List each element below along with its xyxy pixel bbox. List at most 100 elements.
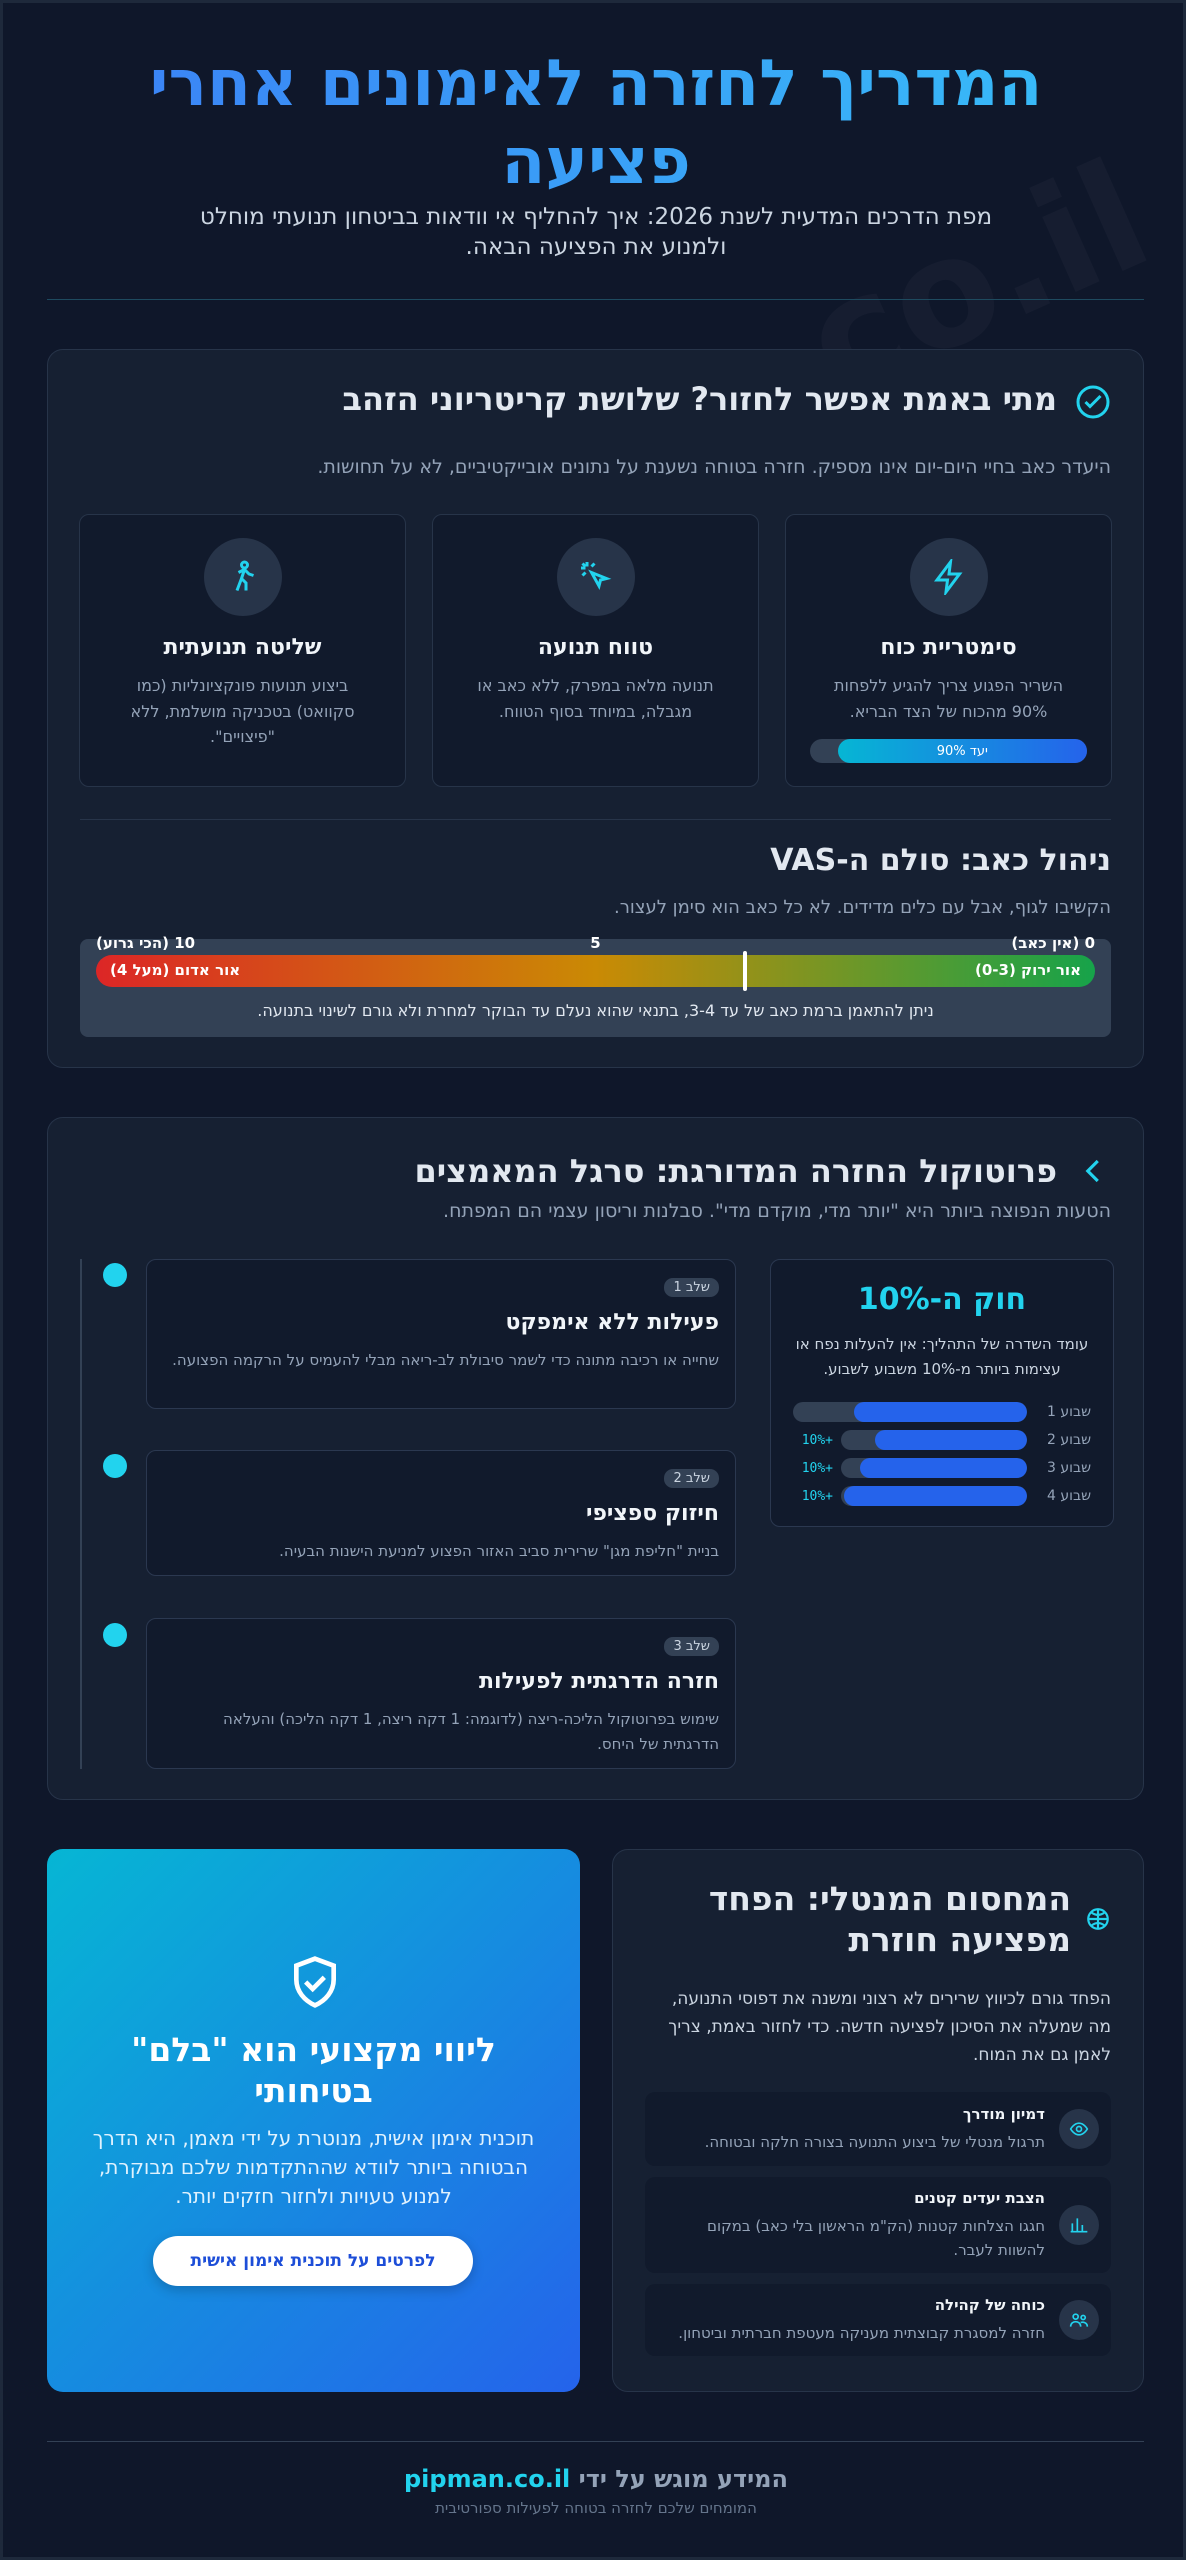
vas-tick-label: 0 (אין כאב) — [1011, 934, 1095, 952]
item-text: חזרה למסגרת קבוצתית מעניקה מעטפת חברתית … — [678, 2324, 1045, 2342]
week-bar — [843, 1486, 1027, 1506]
week-row: שבוע 1 — [793, 1400, 1091, 1424]
footer-tagline: המומחים שלכם לחזרה בטוחה לפעילות ספורטיב… — [435, 2499, 757, 2517]
vas-tick-label: 5 — [590, 934, 601, 952]
week-change: +10% — [801, 1460, 833, 1476]
step-title: חזרה הדרגתית לפעילות — [478, 1669, 719, 1694]
page-title: המדריך לחזרה לאימונים אחרי פציעה — [91, 45, 1101, 201]
step-title: חיזוק ספציפי — [585, 1501, 719, 1526]
criterion-text: תנועה מלאה במפרק, ללא כאב או מגבלה, במיו… — [477, 676, 714, 721]
brain-icon — [1087, 1908, 1109, 1930]
coaching-title: ליווי מקצועי הוא "בלם" בטיחותי — [131, 2030, 496, 2111]
vas-panel: אור ירוק (0-3) אור אדום (מעל 4) 0 (אין כ… — [80, 934, 1111, 1037]
criterion-box: שליטה תנועתית ביצוע תנועות פונקציונליות … — [79, 514, 406, 787]
week-row: שבוע 4 +10% — [793, 1484, 1091, 1508]
divider — [47, 299, 1144, 300]
step-badge: שלב 2 — [664, 1469, 719, 1488]
icon-circle — [557, 538, 635, 616]
criterion-text: ביצוע תנועות פונקציונליות (כמו סקוואט) ב… — [130, 676, 355, 747]
week-label: שבוע 1 — [1047, 1404, 1091, 1420]
week-label: שבוע 4 — [1047, 1488, 1091, 1504]
item-icon — [1059, 2205, 1099, 2245]
criterion-title: שליטה תנועתית — [163, 635, 322, 660]
rule-title: חוק ה-10% — [857, 1282, 1027, 1317]
item-icon — [1059, 2300, 1099, 2340]
check-icon — [1076, 385, 1110, 419]
week-change: +10% — [801, 1488, 833, 1504]
vas-description: הקשיבו לגוף, אבל עם כלים מדידים. לא כל כ… — [613, 897, 1111, 918]
criterion-text: השריר הפגוע צריך להגיע ללפחות 90% מהכוח … — [833, 676, 1064, 721]
coaching-card: ליווי מקצועי הוא "בלם" בטיחותי תוכנית אי… — [47, 1849, 580, 2392]
mental-card: המחסום המנטלי: הפחד מפציעה חוזרת הפחד גו… — [612, 1849, 1144, 2392]
vas-note: ניתן להתאמן ברמת כאב של עד 3-4, בתנאי שה… — [257, 1001, 934, 1020]
week-track — [841, 1458, 1027, 1478]
mental-text: הפחד גורם לכיווץ שרירים לא רצוני ומשנה א… — [668, 1989, 1111, 2066]
step-card: שלב 1 פעילות ללא אימפקט שחייה או רכיבה מ… — [146, 1259, 736, 1409]
chevron-icon — [1085, 1159, 1099, 1183]
step-title: פעילות ללא אימפקט — [505, 1310, 719, 1335]
week-bar — [853, 1402, 1027, 1422]
green-zone: אור ירוק (0-3) — [974, 961, 1081, 979]
protocol-description: הטעות הנפוצה ביותר היא "יותר מדי, מוקדם … — [443, 1200, 1111, 1222]
footer-prefix: המידע מוגש על ידי — [578, 2465, 788, 2493]
criteria-description: היעדר כאב בחיי היום-יום אינו מספיק. חזרה… — [317, 456, 1111, 478]
vas-title: ניהול כאב: סולם ה-VAS — [770, 843, 1111, 878]
progress-fill: יעד 90% — [837, 739, 1087, 763]
criterion-title: סימטריית כוח — [880, 635, 1017, 660]
vas-marker — [743, 951, 748, 991]
week-track — [841, 1430, 1027, 1450]
week-change: +10% — [801, 1432, 833, 1448]
week-row: שבוע 3 +10% — [793, 1456, 1091, 1480]
step-text: שחייה או רכיבה מתונה כדי לשמר סיבולת לב-… — [172, 1351, 719, 1369]
progress-track: יעד 90% — [810, 739, 1087, 763]
timeline-dot — [103, 1623, 127, 1647]
criteria-title: מתי באמת אפשר לחזור? שלושת קריטריוני הזה… — [342, 380, 1057, 418]
week-label: שבוע 3 — [1047, 1460, 1091, 1476]
step-card: שלב 2 חיזוק ספציפי בניית "חליפת מגן" שרי… — [146, 1450, 736, 1576]
page-subtitle: מפת הדרכים המדעית לשנת 2026: איך להחליף … — [199, 204, 993, 260]
step-text: שימוש בפרוטוקול הליכה-ריצה (לדוגמה: 1 דק… — [223, 1710, 719, 1753]
mental-title: המחסום המנטלי: הפחד מפציעה חוזרת — [708, 1879, 1071, 1960]
vas-tick-label: 10 (הכי גרוע) — [96, 934, 196, 952]
week-bar — [875, 1430, 1027, 1450]
coaching-text: תוכנית אימון אישית, מנוטרת על ידי מאמן, … — [92, 2126, 535, 2208]
week-row: שבוע 2 +10% — [793, 1428, 1091, 1452]
rule-box: חוק ה-10% עומד השדרה של התהליך: אין להעל… — [770, 1259, 1114, 1527]
criterion-title: טווח תנועה — [537, 635, 654, 660]
timeline-line — [80, 1259, 82, 1769]
icon-circle — [910, 538, 988, 616]
mental-item: דמיון מודרך תרגול מנטלי של ביצוע התנועה … — [645, 2092, 1111, 2166]
progress-label: יעד 90% — [936, 743, 988, 759]
step-card: שלב 3 חזרה הדרגתית לפעילות שימוש בפרוטוק… — [146, 1618, 736, 1769]
item-title: הצבת יעדים קטנים — [914, 2189, 1045, 2207]
week-track — [793, 1402, 1027, 1422]
protocol-card: פרוטוקול החזרה המדורגת: סרגל המאמצים הטע… — [47, 1117, 1144, 1800]
timeline-dot — [103, 1263, 127, 1287]
criterion-box: טווח תנועה תנועה מלאה במפרק, ללא כאב או … — [432, 514, 759, 787]
footer-line: המידע מוגש על ידי pipman.co.il — [3, 2465, 1183, 2493]
step-text: בניית "חליפת מגן" שרירית סביב האזור הפצו… — [279, 1542, 719, 1560]
divider — [80, 819, 1111, 820]
timeline-dot — [103, 1454, 127, 1478]
item-text: תרגול מנטלי של ביצוע התנועה בצורה חלקה ו… — [704, 2133, 1045, 2151]
divider — [47, 2441, 1144, 2442]
week-bar — [860, 1458, 1027, 1478]
week-track — [841, 1486, 1027, 1506]
mental-item: הצבת יעדים קטנים חגגו הצלחות קטנות (הק"מ… — [645, 2177, 1111, 2273]
item-title: כוחה של קהילה — [934, 2296, 1045, 2314]
step-badge: שלב 3 — [664, 1637, 719, 1656]
item-text: חגגו הצלחות קטנות (הק"מ הראשון בלי כאב) … — [707, 2217, 1045, 2259]
criterion-box: סימטריית כוח השריר הפגוע צריך להגיע ללפח… — [785, 514, 1112, 787]
protocol-title: פרוטוקול החזרה המדורגת: סרגל המאמצים — [414, 1152, 1057, 1190]
footer-brand: pipman.co.il — [404, 2465, 571, 2493]
criteria-card: מתי באמת אפשר לחזור? שלושת קריטריוני הזה… — [47, 349, 1144, 1068]
vas-bar: אור ירוק (0-3) אור אדום (מעל 4) — [96, 951, 1095, 991]
icon-circle — [204, 538, 282, 616]
week-label: שבוע 2 — [1047, 1432, 1091, 1448]
cta-button[interactable]: לפרטים על תוכנית אימון אישית — [153, 2236, 473, 2286]
red-zone: אור אדום (מעל 4) — [110, 961, 241, 979]
vas-ticks: 0 (אין כאב) 5 10 (הכי גרוע) — [96, 934, 1095, 954]
mental-item: כוחה של קהילה חזרה למסגרת קבוצתית מעניקה… — [645, 2284, 1111, 2356]
item-title: דמיון מודרך — [962, 2105, 1045, 2123]
